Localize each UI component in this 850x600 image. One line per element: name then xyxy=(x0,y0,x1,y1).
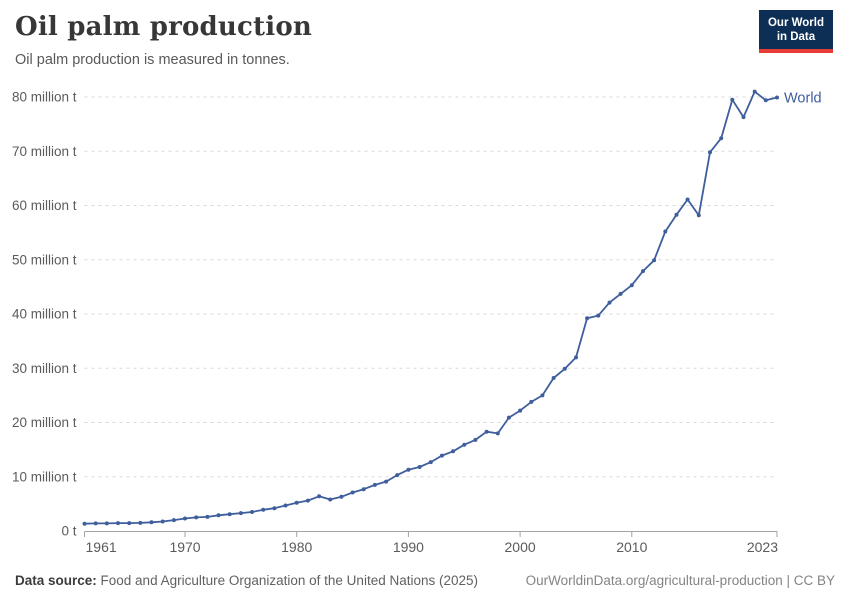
y-axis-tick-label: 50 million t xyxy=(12,252,77,267)
data-point[interactable] xyxy=(506,415,511,420)
data-point[interactable] xyxy=(618,291,623,296)
y-axis-tick-label: 10 million t xyxy=(12,469,77,484)
data-point[interactable] xyxy=(607,300,612,305)
data-point[interactable] xyxy=(719,136,724,141)
data-point[interactable] xyxy=(540,393,545,398)
owid-logo-line1: Our World xyxy=(767,17,824,29)
data-point[interactable] xyxy=(127,521,132,526)
data-point[interactable] xyxy=(518,408,523,413)
x-axis-tick-label: 2023 xyxy=(747,539,778,555)
owid-logo-line2: in Data xyxy=(776,31,816,43)
y-axis-tick-label: 70 million t xyxy=(12,144,77,159)
data-point[interactable] xyxy=(350,490,355,495)
data-point[interactable] xyxy=(663,229,668,234)
data-point[interactable] xyxy=(339,494,344,499)
data-point[interactable] xyxy=(216,513,221,518)
chart-subtitle: Oil palm production is measured in tonne… xyxy=(15,52,290,68)
data-point[interactable] xyxy=(305,498,310,503)
data-point[interactable] xyxy=(227,512,232,517)
data-source-text: Food and Agriculture Organization of the… xyxy=(96,572,479,588)
data-point[interactable] xyxy=(372,482,377,487)
data-point[interactable] xyxy=(149,520,154,525)
data-point[interactable] xyxy=(696,213,701,218)
chart-footer: Data source: Food and Agriculture Organi… xyxy=(15,570,835,590)
data-point[interactable] xyxy=(361,487,366,492)
data-point[interactable] xyxy=(752,89,757,94)
data-point[interactable] xyxy=(484,429,489,434)
page-title: Oil palm production xyxy=(15,12,312,42)
data-point[interactable] xyxy=(384,479,389,484)
data-point[interactable] xyxy=(317,494,322,499)
data-point[interactable] xyxy=(562,366,567,371)
data-point[interactable] xyxy=(160,519,165,524)
data-point[interactable] xyxy=(194,515,199,520)
data-point[interactable] xyxy=(730,97,735,102)
data-point[interactable] xyxy=(261,507,266,512)
data-point[interactable] xyxy=(674,212,679,217)
data-point[interactable] xyxy=(294,500,299,505)
world-series-line[interactable] xyxy=(84,90,778,525)
data-point[interactable] xyxy=(629,283,634,288)
data-source: Data source: Food and Agriculture Organi… xyxy=(15,573,478,588)
data-point[interactable] xyxy=(495,431,500,436)
x-axis-tick-label: 1990 xyxy=(393,539,424,555)
data-point[interactable] xyxy=(406,467,411,472)
data-point[interactable] xyxy=(395,473,400,478)
data-point[interactable] xyxy=(93,521,98,526)
data-point[interactable] xyxy=(775,95,779,100)
y-axis-tick-label: 20 million t xyxy=(12,415,77,430)
footer-link[interactable]: OurWorldinData.org/agricultural-producti… xyxy=(525,572,835,588)
data-point[interactable] xyxy=(183,516,187,521)
data-point[interactable] xyxy=(116,521,120,526)
data-point[interactable] xyxy=(104,521,109,526)
data-point[interactable] xyxy=(585,316,590,321)
data-source-label: Data source: xyxy=(15,572,97,588)
data-point[interactable] xyxy=(283,503,288,508)
data-point[interactable] xyxy=(171,518,176,523)
data-point[interactable] xyxy=(328,497,333,502)
owid-logo[interactable]: Our World in Data xyxy=(758,10,833,53)
data-point[interactable] xyxy=(138,520,143,525)
x-axis-tick-label: 2000 xyxy=(505,539,536,555)
data-point[interactable] xyxy=(641,269,645,274)
data-point[interactable] xyxy=(272,506,277,511)
x-axis-tick-label: 1980 xyxy=(281,539,312,555)
data-point[interactable] xyxy=(708,150,712,155)
data-point[interactable] xyxy=(238,511,243,516)
data-point[interactable] xyxy=(462,442,467,447)
data-point[interactable] xyxy=(652,258,657,263)
y-axis-tick-label: 30 million t xyxy=(12,361,77,376)
data-point[interactable] xyxy=(529,399,534,404)
data-point[interactable] xyxy=(428,460,433,465)
data-point[interactable] xyxy=(82,521,87,526)
production-line-chart[interactable]: 0 t 10 million t 20 million t 30 million t 4… xyxy=(0,85,850,563)
y-axis-tick-label: 60 million t xyxy=(12,198,77,213)
data-point[interactable] xyxy=(685,197,690,202)
data-point[interactable] xyxy=(417,465,422,469)
x-axis-tick-label: 1961 xyxy=(86,539,117,555)
data-point[interactable] xyxy=(551,376,556,380)
data-point[interactable] xyxy=(473,437,478,442)
data-point[interactable] xyxy=(439,453,444,458)
x-axis-tick-label: 2010 xyxy=(616,539,647,555)
data-point[interactable] xyxy=(205,514,210,519)
data-point[interactable] xyxy=(451,449,456,454)
data-point[interactable] xyxy=(741,115,746,120)
data-point[interactable] xyxy=(596,313,601,318)
data-point[interactable] xyxy=(250,510,254,514)
y-axis-tick-label: 80 million t xyxy=(12,90,77,105)
data-point[interactable] xyxy=(763,98,768,103)
x-axis-tick-label: 1970 xyxy=(169,539,200,555)
y-axis-tick-label: 40 million t xyxy=(12,307,77,322)
y-axis-tick-label: 0 t xyxy=(61,524,76,539)
series-label-world[interactable]: World xyxy=(784,91,822,107)
data-point[interactable] xyxy=(574,355,578,360)
